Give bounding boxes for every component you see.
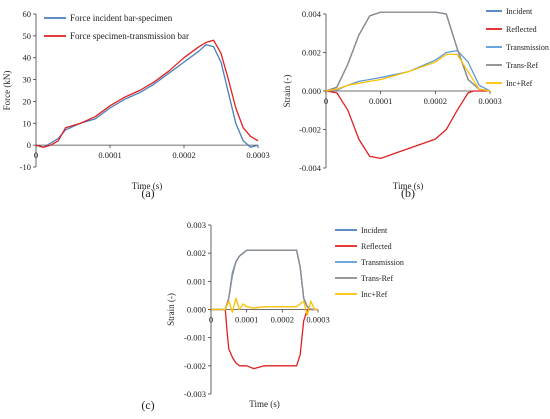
c0-legend: Force incident bar-specimen Force specime… bbox=[44, 13, 189, 41]
c0-y-tick-label: 20 bbox=[23, 96, 32, 106]
c0-series-line-1 bbox=[35, 39, 259, 148]
c2-x-axis-label: Time (s) bbox=[249, 399, 279, 409]
c0-x-tick-label: 0.0001 bbox=[98, 150, 121, 160]
c0-legend-label: Force specimen-transmission bar bbox=[70, 31, 189, 41]
c0-legend-label: Force incident bar-specimen bbox=[70, 13, 173, 23]
c0-y-tick-label: -10 bbox=[20, 162, 31, 172]
c1-x-tick-label: 0.0003 bbox=[478, 96, 501, 106]
c2-legend-label: Inc+Ref bbox=[361, 290, 388, 299]
c2-y-tick-label: 0.001 bbox=[187, 276, 206, 286]
panel-label-a: (a) bbox=[141, 186, 154, 200]
c2-series-line-4 bbox=[211, 297, 318, 316]
c0-x-tick-label: 0 bbox=[34, 150, 38, 160]
c1-y-tick-label: -0.002 bbox=[299, 125, 321, 135]
c0-y-tick-label: 60 bbox=[23, 9, 32, 19]
c1-y-axis-label: Strain (-) bbox=[282, 75, 292, 108]
c2-x-tick-label: 0.0003 bbox=[306, 315, 329, 325]
c0-x-tick-label: 0.0003 bbox=[246, 150, 269, 160]
c2-y-tick-label: -0.001 bbox=[184, 333, 206, 343]
c1-series-line-0 bbox=[325, 11, 491, 92]
chart-panel-c: -0.003 -0.002 -0.001 0.000 0.001 0.002 0.003 0 0… bbox=[166, 220, 404, 409]
c1-series-line-4 bbox=[325, 53, 491, 92]
c2-y-tick-label: 0.000 bbox=[187, 305, 206, 315]
c2-y-tick-label: 0.003 bbox=[187, 220, 206, 230]
c1-legend: Incident Reflected Transmission Trans-Ref In… bbox=[486, 7, 549, 88]
c2-legend-label: Transmission bbox=[361, 258, 404, 267]
c0-y-tick-label: 0 bbox=[27, 140, 31, 150]
c2-x-tick-label: 0 bbox=[209, 315, 213, 325]
panel-label-b: (b) bbox=[401, 186, 415, 200]
c1-x-tick-label: 0.0001 bbox=[369, 96, 392, 106]
c2-legend-label: Trans-Ref bbox=[361, 274, 393, 283]
c1-x-tick-label: 0.0002 bbox=[424, 96, 447, 106]
c2-legend: Incident Reflected Transmission Trans-Ref In… bbox=[335, 226, 404, 299]
c0-series-line-0 bbox=[35, 43, 259, 148]
c2-y-tick-label: 0.002 bbox=[187, 248, 206, 258]
c1-series-line-3 bbox=[325, 11, 491, 92]
c1-legend-label: Transmission bbox=[506, 43, 549, 52]
c2-series-line-3 bbox=[211, 249, 318, 311]
c1-series-line-1 bbox=[325, 90, 490, 160]
c1-legend-label: Incident bbox=[506, 7, 533, 16]
c0-x-axis-label: Time (s) bbox=[132, 181, 162, 191]
c1-legend-label: Trans-Ref bbox=[506, 61, 538, 70]
c2-x-tick-label: 0.0001 bbox=[235, 315, 258, 325]
c0-x-tick-label: 0.0002 bbox=[172, 150, 195, 160]
c0-y-tick-label: 10 bbox=[23, 118, 32, 128]
c2-legend-label: Reflected bbox=[361, 242, 392, 251]
chart-panel-b: -0.004 -0.002 0.000 0.002 0.004 0 0.0001 0.0002… bbox=[282, 7, 549, 191]
c2-y-axis-label: Strain (-) bbox=[166, 293, 176, 326]
c1-x-axis-label: Time (s) bbox=[393, 181, 423, 191]
c0-y-axis-label: Force (kN) bbox=[2, 71, 12, 111]
c0-y-tick-label: 50 bbox=[23, 31, 32, 41]
c1-y-tick-label: -0.004 bbox=[299, 163, 322, 173]
c1-legend-label: Reflected bbox=[506, 25, 537, 34]
c1-y-tick-label: 0.002 bbox=[302, 48, 321, 58]
c0-y-tick-label: 30 bbox=[23, 75, 32, 85]
c2-x-tick-label: 0.0002 bbox=[271, 315, 294, 325]
c1-y-tick-label: 0.000 bbox=[302, 86, 321, 96]
panel-label-c: (c) bbox=[141, 398, 154, 412]
c1-x-tick-label: 0 bbox=[324, 96, 328, 106]
c2-legend-label: Incident bbox=[361, 226, 388, 235]
c1-y-tick-label: 0.004 bbox=[302, 9, 322, 19]
c1-legend-label: Inc+Ref bbox=[506, 79, 533, 88]
c2-series-line-1 bbox=[211, 308, 318, 370]
c0-y-tick-label: 40 bbox=[23, 53, 32, 63]
c2-y-tick-label: -0.003 bbox=[184, 389, 206, 399]
c2-y-tick-label: -0.002 bbox=[184, 361, 206, 371]
